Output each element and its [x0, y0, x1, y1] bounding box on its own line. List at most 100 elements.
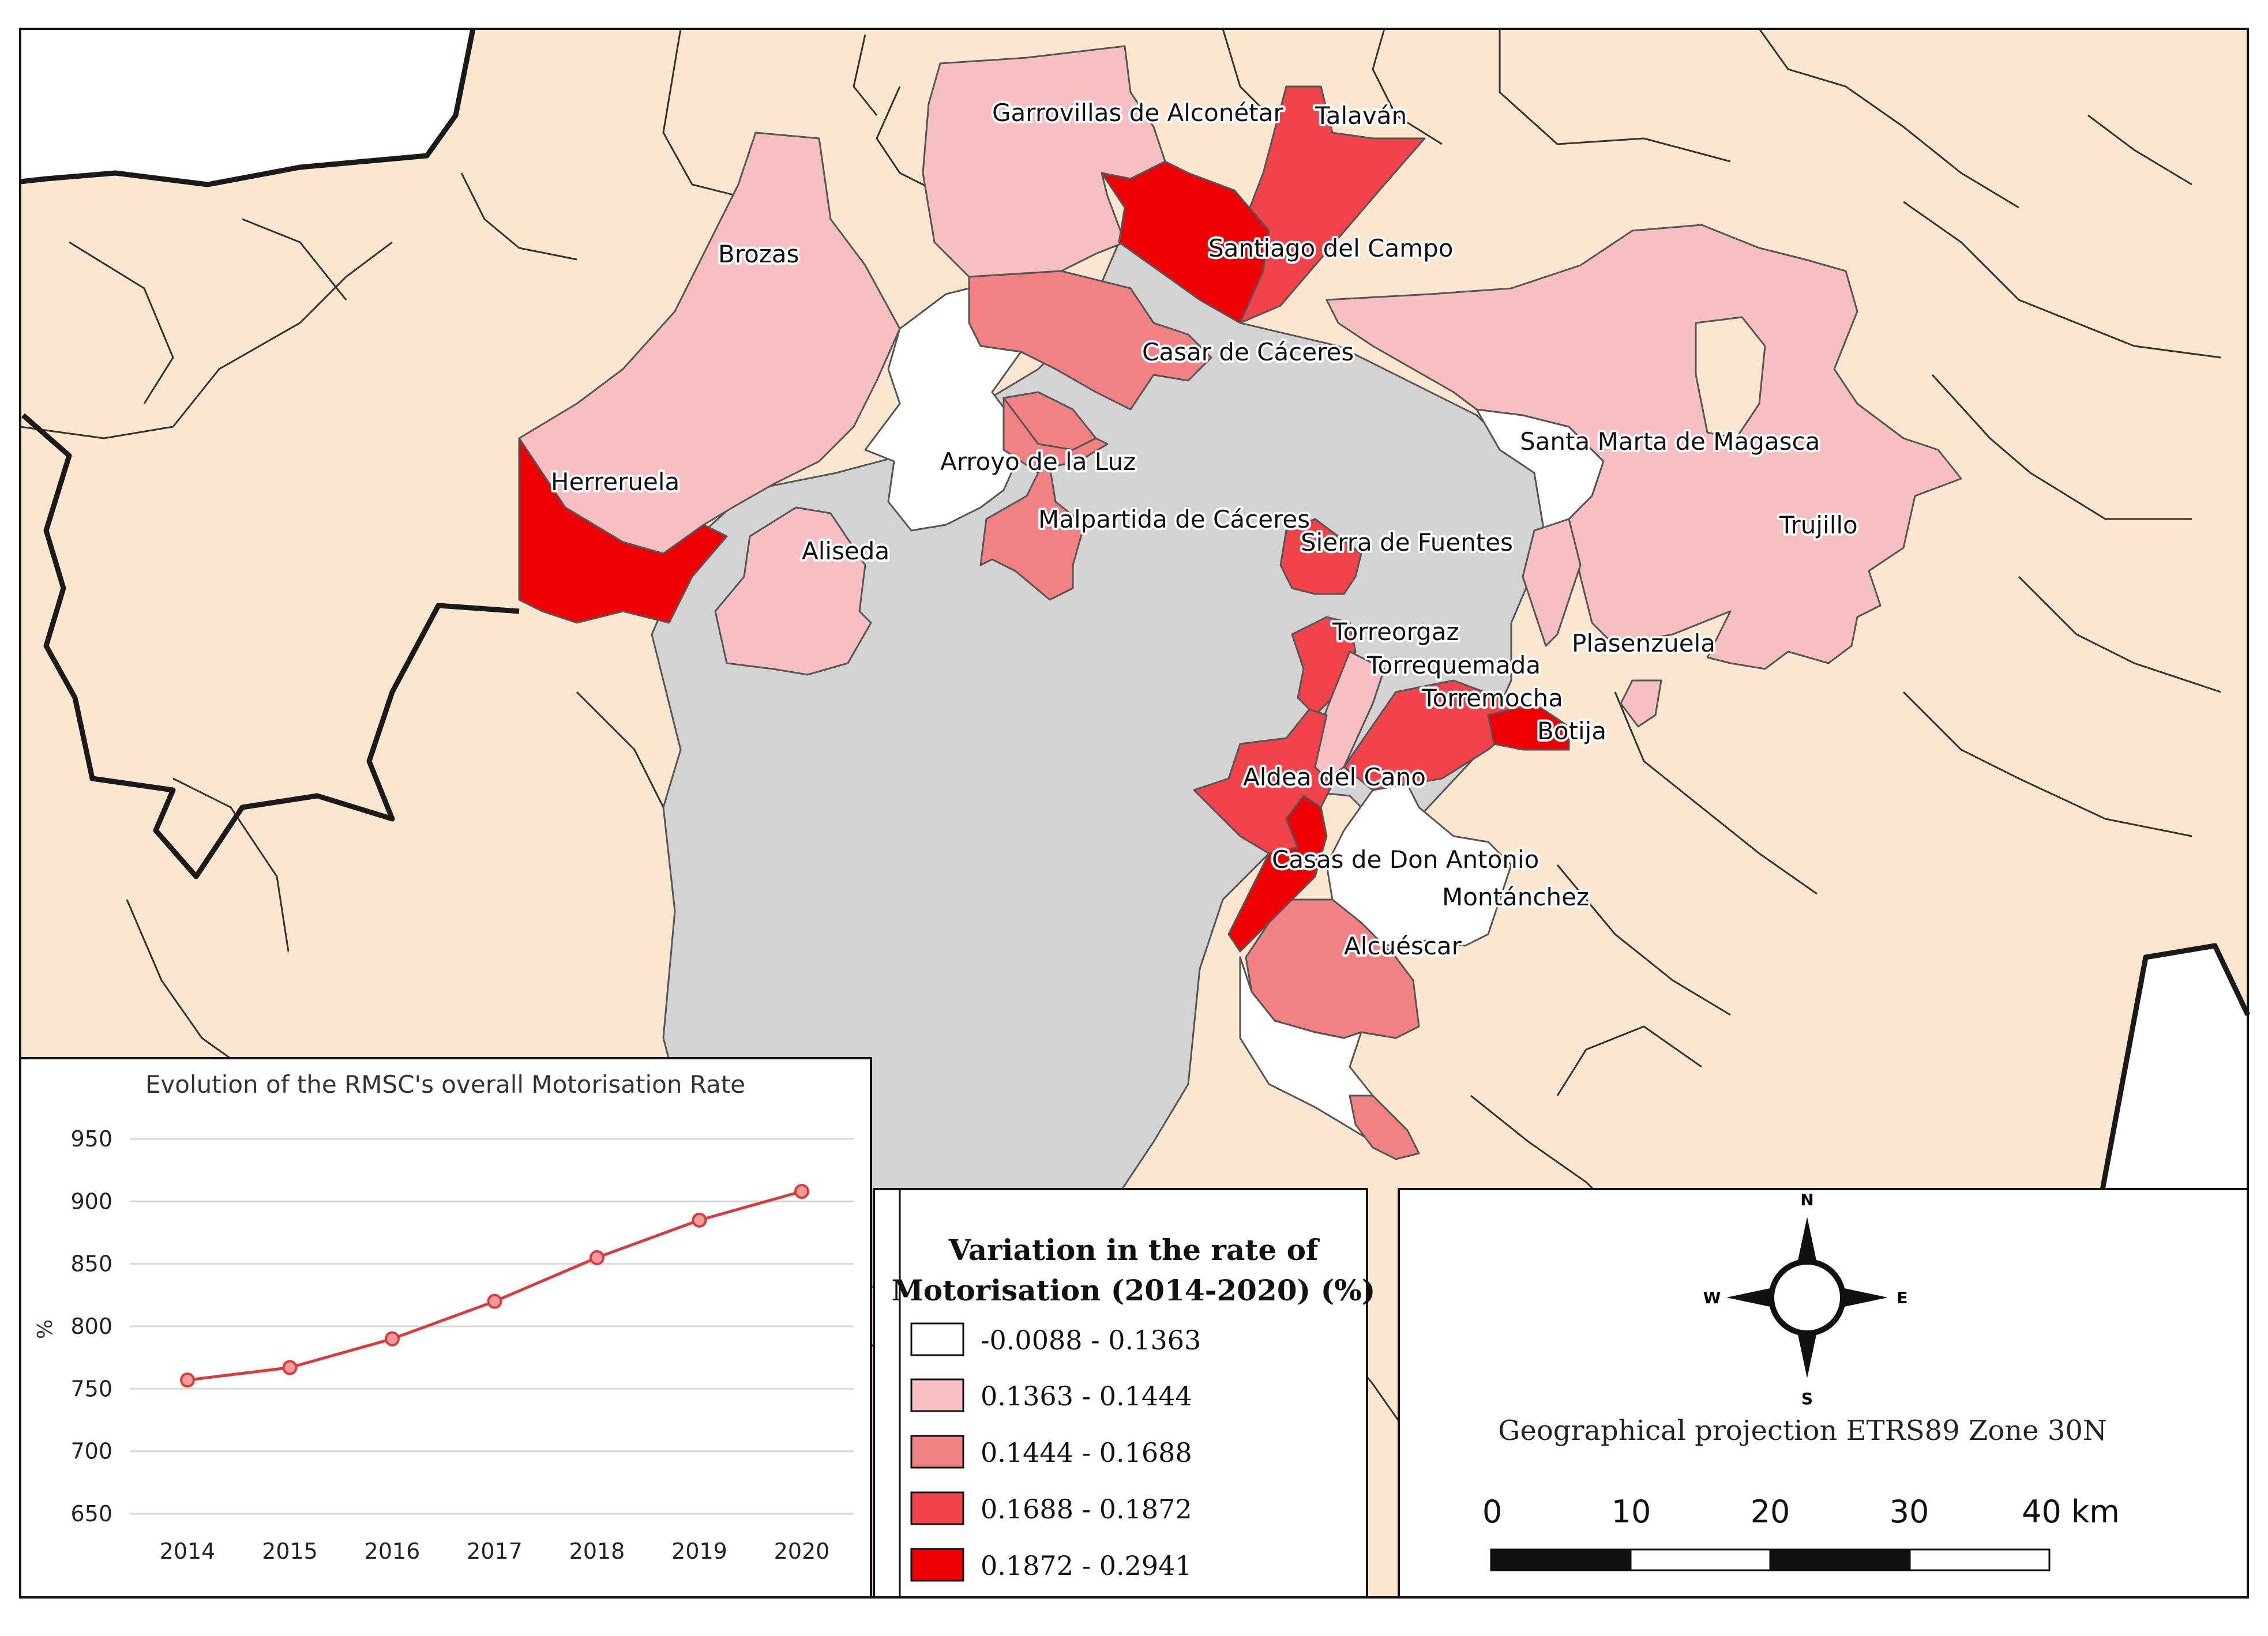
legend-panel: Variation in the rate of Motorisation (2… [873, 1188, 1376, 1599]
chart-point [794, 1184, 809, 1199]
chart-y-tick-label: 700 [70, 1439, 112, 1464]
scale-tick-10: 10 [1612, 1494, 1651, 1530]
chart-x-tick-label: 2018 [569, 1539, 625, 1564]
chart-x-ticks: 2014 2015 2016 2017 2018 2019 2020 [160, 1539, 830, 1564]
mun-torremocha [1343, 679, 1524, 791]
scale-bar: 0 10 20 30 40 km [1482, 1494, 2120, 1571]
chart-points [180, 1184, 809, 1388]
chart-title: Evolution of the RMSC's overall Motorisa… [145, 1070, 745, 1099]
label-montanchez: Montánchez [1442, 883, 1589, 911]
legend-class-2: 0.1363 - 0.1444 [910, 1378, 1192, 1412]
legend-title-line1: Variation in the rate of [948, 1233, 1320, 1267]
chart-y-tick-label: 650 [70, 1501, 112, 1526]
legend-label-2: 0.1363 - 0.1444 [981, 1381, 1192, 1412]
legend-label-1: -0.0088 - 0.1363 [981, 1325, 1201, 1356]
chart-y-tick-label: 750 [70, 1376, 112, 1401]
mun-herreruela [518, 437, 728, 624]
legend-swatch-5 [910, 1548, 964, 1582]
scale-seg-1 [1490, 1548, 1632, 1571]
mun-santiago [1101, 160, 1270, 324]
legend-swatch-1 [910, 1322, 964, 1356]
mun-plasenzuela-2 [1620, 679, 1662, 728]
legend-class-3: 0.1444 - 0.1688 [910, 1435, 1192, 1469]
scale-tick-40: 40 km [2022, 1494, 2120, 1530]
label-botija: Botija [1537, 717, 1606, 745]
mun-sierra [1279, 518, 1362, 595]
legend-class-4: 0.1688 - 0.1872 [910, 1491, 1192, 1525]
chart-point [487, 1293, 502, 1309]
legend-class-1: -0.0088 - 0.1363 [910, 1322, 1201, 1356]
chart-y-tick-label: 800 [70, 1314, 112, 1339]
label-alcuescar: Alcuéscar [1344, 932, 1462, 960]
chart-gridlines [130, 1138, 854, 1515]
chart-x-tick-label: 2020 [774, 1539, 830, 1564]
label-aldea: Aldea del Cano [1243, 763, 1426, 791]
mun-plasenzuela [1522, 518, 1582, 647]
info-panel: N S E W Geographical projection ETRS89 Z… [1398, 1188, 2249, 1599]
mun-botija [1487, 702, 1570, 751]
label-malpartida: Malpartida de Cáceres [1038, 505, 1310, 533]
label-torreorgaz: Torreorgaz [1332, 618, 1459, 646]
label-casar: Casar de Cáceres [1142, 338, 1354, 366]
chart-x-tick-label: 2014 [160, 1539, 216, 1564]
legend-label-3: 0.1444 - 0.1688 [981, 1437, 1192, 1468]
scale-tick-20: 20 [1751, 1494, 1790, 1530]
chart-x-tick-label: 2019 [671, 1539, 727, 1564]
mun-casasdon [1227, 795, 1328, 953]
label-brozas: Brozas [718, 240, 799, 268]
label-aliseda: Aliseda [802, 537, 889, 565]
chart-point [282, 1360, 298, 1375]
label-torremocha: Torremocha [1421, 684, 1563, 712]
scale-tick-0: 0 [1482, 1494, 1502, 1530]
scale-tick-30: 30 [1890, 1494, 1929, 1530]
legend-title-line2: Motorisation (2014-2020) (%) [892, 1273, 1376, 1307]
label-santiago: Santiago del Campo [1208, 234, 1453, 262]
scale-seg-2 [1629, 1548, 1771, 1571]
mun-trujillo-hole [1695, 316, 1766, 439]
mun-alcuescar [1245, 898, 1420, 1039]
label-casasdon: Casas de Don Antonio [1272, 845, 1539, 874]
info-panel-box [1398, 1188, 2249, 1599]
chart-panel-box [19, 1057, 872, 1599]
national-border-west [20, 28, 520, 879]
label-talavan: Talaván [1315, 101, 1407, 130]
chart-ylabel: % [33, 1319, 57, 1339]
chart-point [589, 1250, 604, 1265]
label-trujillo: Trujillo [1779, 511, 1858, 539]
scale-seg-3 [1769, 1548, 1911, 1571]
legend-swatch-3 [910, 1435, 964, 1469]
label-plasenzuela: Plasenzuela [1572, 629, 1715, 657]
label-sierra: Sierra de Fuentes [1301, 528, 1513, 556]
chart-point [692, 1212, 707, 1228]
legend-label-4: 0.1688 - 0.1872 [981, 1494, 1192, 1525]
mun-south-pink [1349, 1095, 1420, 1160]
chart-x-tick-label: 2017 [467, 1539, 523, 1564]
compass-w: W [1703, 1288, 1721, 1307]
projection-text: Geographical projection ETRS89 Zone 30N [1498, 1415, 2107, 1447]
legend-class-5: 0.1872 - 0.2941 [910, 1548, 1192, 1582]
outside-region-topleft [20, 29, 473, 185]
chart-y-tick-label: 850 [70, 1251, 112, 1277]
label-herreruela: Herreruela [551, 468, 679, 496]
chart-y-tick-label: 950 [70, 1126, 112, 1152]
scale-seg-4 [1909, 1548, 2051, 1571]
mun-montanchez [1325, 783, 1512, 947]
chart-panel: Evolution of the RMSC's overall Motorisa… [19, 1057, 872, 1599]
map-labels: Garrovillas de Alconétar Talaván Brozas … [549, 96, 1860, 962]
legend-swatch-4 [910, 1491, 964, 1525]
compass-s: S [1801, 1389, 1813, 1408]
chart-y-ticks: 650 700 750 800 850 900 950 [70, 1126, 112, 1526]
mun-arroyo [864, 287, 1028, 532]
mun-garrovillas [922, 45, 1166, 278]
label-arroyo: Arroyo de la Luz [940, 447, 1136, 476]
mun-aliseda [714, 506, 872, 676]
compass-e: E [1897, 1288, 1907, 1307]
north-arrow-icon: N S E W [1703, 1190, 1908, 1408]
chart-x-tick-label: 2015 [262, 1539, 318, 1564]
legend-swatch-2 [910, 1378, 964, 1412]
mun-malpartida-north [1002, 391, 1097, 451]
label-garrovillas: Garrovillas de Alconétar [992, 99, 1283, 127]
legend-label-5: 0.1872 - 0.2941 [981, 1550, 1192, 1581]
chart-point [385, 1331, 400, 1347]
